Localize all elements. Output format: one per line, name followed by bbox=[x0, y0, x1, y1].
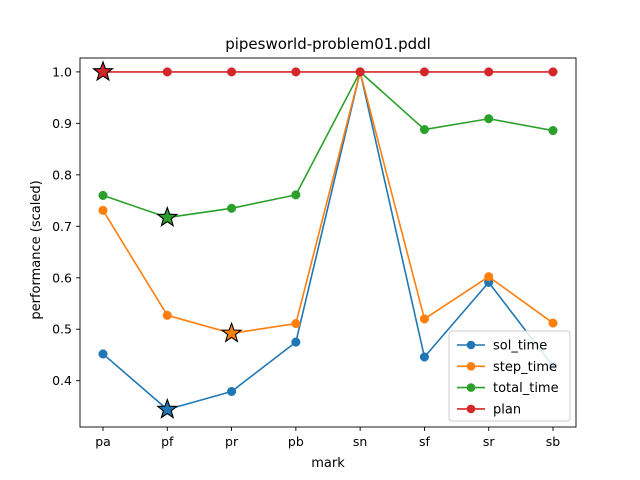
series-line-sol_time bbox=[102, 71, 554, 411]
data-point-total_time bbox=[98, 190, 108, 200]
x-tick-label: pb bbox=[288, 434, 304, 449]
x-tick-label: sf bbox=[419, 434, 431, 449]
legend-marker-step_time bbox=[466, 362, 476, 371]
data-point-plan bbox=[548, 67, 558, 77]
data-point-plan bbox=[291, 67, 301, 77]
y-tick-label: 0.6 bbox=[52, 270, 72, 285]
best-marker-plan bbox=[91, 60, 115, 82]
data-point-step_time bbox=[162, 310, 172, 320]
data-point-plan bbox=[484, 67, 494, 77]
data-point-total_time bbox=[419, 124, 429, 135]
data-point-total_time bbox=[484, 114, 494, 124]
y-tick-label: 0.4 bbox=[52, 373, 72, 388]
y-tick-label: 0.5 bbox=[52, 322, 72, 337]
data-point-step_time bbox=[484, 272, 494, 282]
y-axis-title: performance (scaled) bbox=[29, 180, 44, 319]
data-point-total_time bbox=[227, 203, 237, 213]
y-tick-label: 0.7 bbox=[52, 219, 72, 234]
best-marker-total_time bbox=[156, 205, 179, 227]
data-point-plan bbox=[162, 67, 172, 77]
series-line-step_time bbox=[102, 71, 554, 335]
y-tick-label: 1.0 bbox=[52, 64, 72, 79]
chart-title: pipesworld-problem01.pddl bbox=[225, 35, 431, 53]
y-tick-label: 0.9 bbox=[52, 116, 72, 131]
data-point-plan bbox=[227, 67, 237, 77]
data-point-sol_time bbox=[227, 386, 237, 397]
data-point-total_time bbox=[548, 126, 558, 136]
legend-marker-total_time bbox=[466, 383, 476, 392]
data-point-plan bbox=[355, 67, 365, 77]
legend-label-plan: plan bbox=[493, 402, 521, 417]
data-point-sol_time bbox=[419, 352, 429, 362]
data-point-step_time bbox=[548, 318, 558, 328]
best-marker-sol_time bbox=[156, 397, 179, 419]
data-point-total_time bbox=[291, 190, 301, 200]
legend-label-total_time: total_time bbox=[493, 381, 559, 396]
data-point-step_time bbox=[98, 205, 108, 215]
legend-label-step_time: step_time bbox=[493, 360, 557, 375]
x-axis-title: mark bbox=[311, 456, 345, 471]
x-tick-label: sn bbox=[353, 434, 367, 449]
y-tick-label: 0.8 bbox=[52, 167, 72, 182]
x-tick-label: pr bbox=[225, 434, 239, 449]
legend-marker-plan bbox=[466, 404, 476, 414]
data-point-step_time bbox=[291, 319, 301, 329]
plot-area: pa pf pr pb sn sf sr sb 0.4 0.5 0.6 0.7 0.8 0.9 1.0 bbox=[52, 57, 577, 449]
data-point-plan bbox=[419, 67, 429, 77]
x-tick-label: pa bbox=[95, 434, 111, 449]
data-point-sol_time bbox=[291, 337, 301, 347]
best-marker-step_time bbox=[220, 321, 243, 343]
series-line-total_time bbox=[102, 71, 554, 219]
x-tick-label: pf bbox=[161, 434, 174, 449]
axes-frame bbox=[79, 57, 577, 428]
data-point-step_time bbox=[419, 314, 429, 324]
legend-box bbox=[448, 330, 571, 422]
x-tick-label: sr bbox=[483, 434, 496, 449]
legend-marker-sol_time bbox=[466, 340, 476, 350]
x-tick-label: sb bbox=[546, 434, 561, 449]
legend-label-sol_time: sol_time bbox=[493, 339, 547, 354]
data-point-sol_time bbox=[98, 349, 108, 359]
